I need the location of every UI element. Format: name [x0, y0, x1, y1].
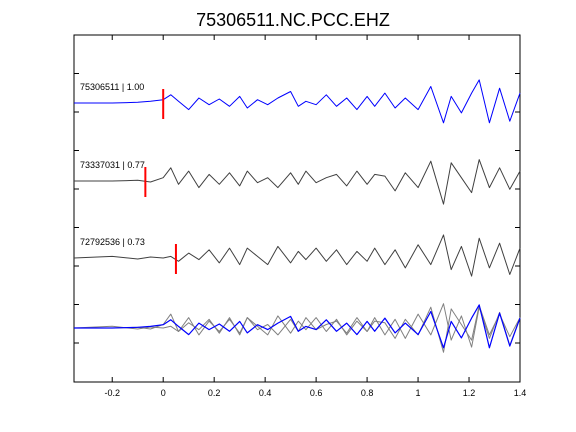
x-tick-label: 0.8	[361, 388, 374, 398]
x-tick-label: 1.2	[463, 388, 476, 398]
x-tick-label: 1.4	[514, 388, 527, 398]
stacked-traces	[73, 79, 521, 277]
trace-label-73337031: 73337031 | 0.77	[80, 160, 145, 170]
trace-label-75306511: 75306511 | 1.00	[80, 82, 144, 92]
trace-line-72792536	[73, 234, 521, 277]
trace-label-72792536: 72792536 | 0.73	[80, 237, 145, 247]
x-tick-label: 0	[161, 388, 166, 398]
trace-line-73337031	[74, 159, 521, 205]
overlay-traces	[73, 303, 521, 353]
x-tick-label: -0.2	[104, 388, 120, 398]
pick-markers	[144, 89, 177, 274]
x-tick-label: 0.6	[310, 388, 323, 398]
overlay-line-72792536	[73, 303, 521, 348]
chart-title: 75306511.NC.PCC.EHZ	[196, 10, 390, 30]
trace-labels: 75306511 | 1.00 73337031 | 0.77 72792536 |…	[80, 82, 145, 247]
y-tick-marks	[74, 34, 520, 383]
x-axis: -0.2 0 0.2 0.4 0.6 0.8 1 1.2 1.4	[104, 35, 526, 398]
trace-line-75306511	[74, 79, 521, 124]
overlay-line-75306511	[74, 304, 521, 349]
plot-frame	[73, 34, 521, 383]
x-tick-label: 0.4	[259, 388, 272, 398]
x-tick-label: 0.2	[208, 388, 221, 398]
x-tick-label: 1	[416, 388, 421, 398]
